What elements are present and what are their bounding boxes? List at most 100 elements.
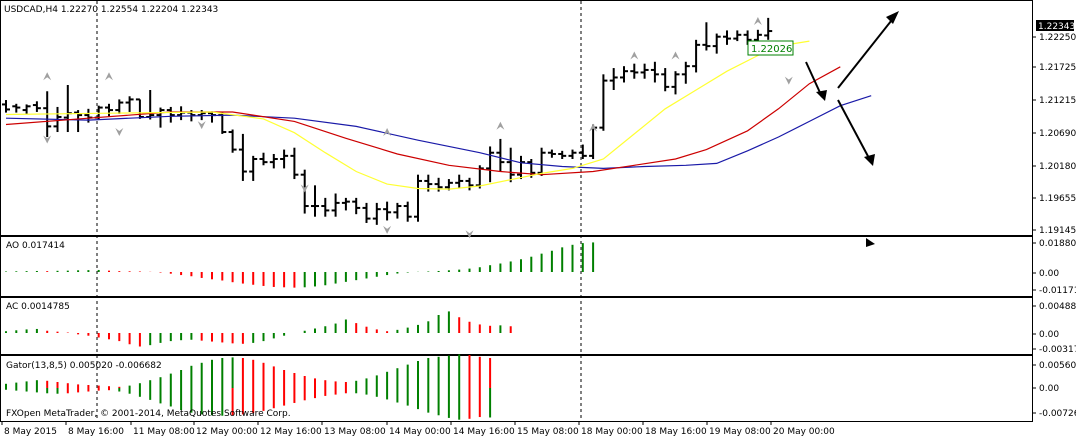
ohlc-bar <box>547 149 556 158</box>
forecast-arrows <box>805 11 899 247</box>
ohlc-bar <box>280 149 289 169</box>
current-price-tag <box>1036 20 1074 31</box>
ohlc-bar <box>2 100 10 113</box>
fractal-down-icon <box>115 128 124 137</box>
price-series <box>2 17 773 225</box>
arrow-up <box>837 15 896 89</box>
arrowhead-down-short <box>816 90 827 101</box>
ohlc-bar <box>341 197 350 211</box>
panel-axes: 0.018801 0.00 -0.011713 0.004883 0.00 -0.0031… <box>1032 239 1076 419</box>
arrowhead-ao <box>866 238 875 247</box>
ao-tick-label: -0.011713 <box>1039 286 1076 296</box>
ohlc-bar <box>455 174 464 189</box>
ma-slow-line <box>5 95 872 170</box>
time-tick-label: 8 May 2015 <box>4 427 57 437</box>
time-tick-label: 13 May 08:00 <box>324 427 386 437</box>
ohlc-bar <box>712 33 721 54</box>
price-tick-label: 1.22250 <box>1039 33 1076 43</box>
ac-panel-frame <box>0 297 1033 355</box>
time-tick-label: 14 May 16:00 <box>453 427 515 437</box>
ao-title: AO 0.017414 <box>6 241 65 251</box>
box-label-text: 1.22026 <box>751 44 792 55</box>
ma-fast-line <box>5 40 810 190</box>
fractal-up-icon <box>383 128 392 137</box>
ohlc-bar <box>238 133 247 181</box>
ohlc-bar <box>352 197 361 215</box>
arrowhead-up <box>886 11 899 24</box>
fractal-up-icon <box>753 17 762 26</box>
ohlc-bar <box>32 101 41 112</box>
gator-tick-label: -0.007267 <box>1039 409 1076 419</box>
ohlc-bar <box>558 150 567 159</box>
ma-mid-line <box>5 66 841 176</box>
time-tick-label: 18 May 16:00 <box>645 427 707 437</box>
price-tick-label: 1.19145 <box>1039 226 1076 236</box>
copyright-text: FXOpen MetaTrader, © 2001-2014, MetaQuot… <box>6 409 291 419</box>
ohlc-bar <box>166 106 175 123</box>
ohlc-bar <box>156 107 165 128</box>
time-tick-label: 8 May 16:00 <box>68 427 124 437</box>
ao-panel-frame <box>0 236 1033 297</box>
ohlc-bar <box>12 103 21 113</box>
ohlc-bar <box>537 147 546 176</box>
ohlc-bar <box>105 103 113 117</box>
ohlc-bar <box>517 155 525 180</box>
ohlc-bar <box>620 66 628 83</box>
ohlc-bar <box>650 61 659 83</box>
ohlc-bar <box>311 185 319 217</box>
price-axis: 1.22250 1.21725 1.21215 1.20690 1.20180 1.196… <box>1032 33 1076 236</box>
time-tick-label: 11 May 08:00 <box>133 427 195 437</box>
gator-histogram <box>5 354 492 420</box>
ohlc-bar <box>496 138 505 172</box>
ohlc-bar <box>22 104 31 114</box>
fractal-down-icon <box>465 230 474 239</box>
fractal-up-icon <box>671 51 680 60</box>
fractal-up-icon <box>589 123 598 132</box>
fractal-up-icon <box>496 121 505 130</box>
ohlc-bar <box>269 153 278 169</box>
fractals <box>43 17 793 239</box>
ohlc-bar <box>661 68 670 92</box>
ohlc-bar <box>702 22 711 51</box>
ac-tick-label: 0.004883 <box>1039 302 1076 312</box>
fractal-up-icon <box>105 72 113 81</box>
fractal-down-icon <box>43 135 52 144</box>
ohlc-bar <box>630 63 639 79</box>
ohlc-bar <box>249 155 258 181</box>
ohlc-bar <box>372 202 381 225</box>
ohlc-bar <box>362 202 371 223</box>
main-title: USDCAD,H4 1.22270 1.22554 1.22204 1.2234… <box>4 5 218 15</box>
ohlc-bar <box>393 202 402 219</box>
fractal-down-icon <box>383 225 392 234</box>
ohlc-bar <box>290 147 299 180</box>
gator-title: Gator(13,8,5) 0.005020 -0.006682 <box>6 361 162 371</box>
main-panel-frame <box>0 0 1033 236</box>
time-tick-label: 14 May 00:00 <box>389 427 451 437</box>
ac-histogram <box>5 311 512 347</box>
ohlc-bar <box>135 98 144 119</box>
ohlc-bar <box>383 201 392 221</box>
ohlc-bar <box>228 129 237 153</box>
ao-histogram <box>5 242 595 288</box>
fractal-up-icon <box>43 72 52 81</box>
ao-tick-label: 0.00 <box>1039 269 1059 279</box>
time-tick-label: 12 May 00:00 <box>196 427 258 437</box>
ohlc-bar <box>527 158 536 178</box>
ohlc-bar <box>506 147 515 183</box>
ohlc-bar <box>609 68 618 91</box>
ohlc-bar <box>321 197 330 217</box>
ohlc-bar <box>486 146 495 183</box>
ohlc-bar <box>599 74 608 131</box>
fractal-down-icon <box>784 76 793 85</box>
ohlc-bar <box>640 63 649 79</box>
arrowhead-down <box>864 154 875 166</box>
ohlc-bar <box>63 84 72 133</box>
ohlc-bar <box>208 111 216 123</box>
price-tick-label: 1.21215 <box>1039 96 1076 106</box>
ohlc-bar <box>733 30 742 42</box>
time-tick-label: 15 May 08:00 <box>517 427 579 437</box>
time-tick-label: 12 May 16:00 <box>260 427 322 437</box>
arrow-down-short <box>805 61 823 98</box>
fractal-down-icon <box>197 121 206 130</box>
